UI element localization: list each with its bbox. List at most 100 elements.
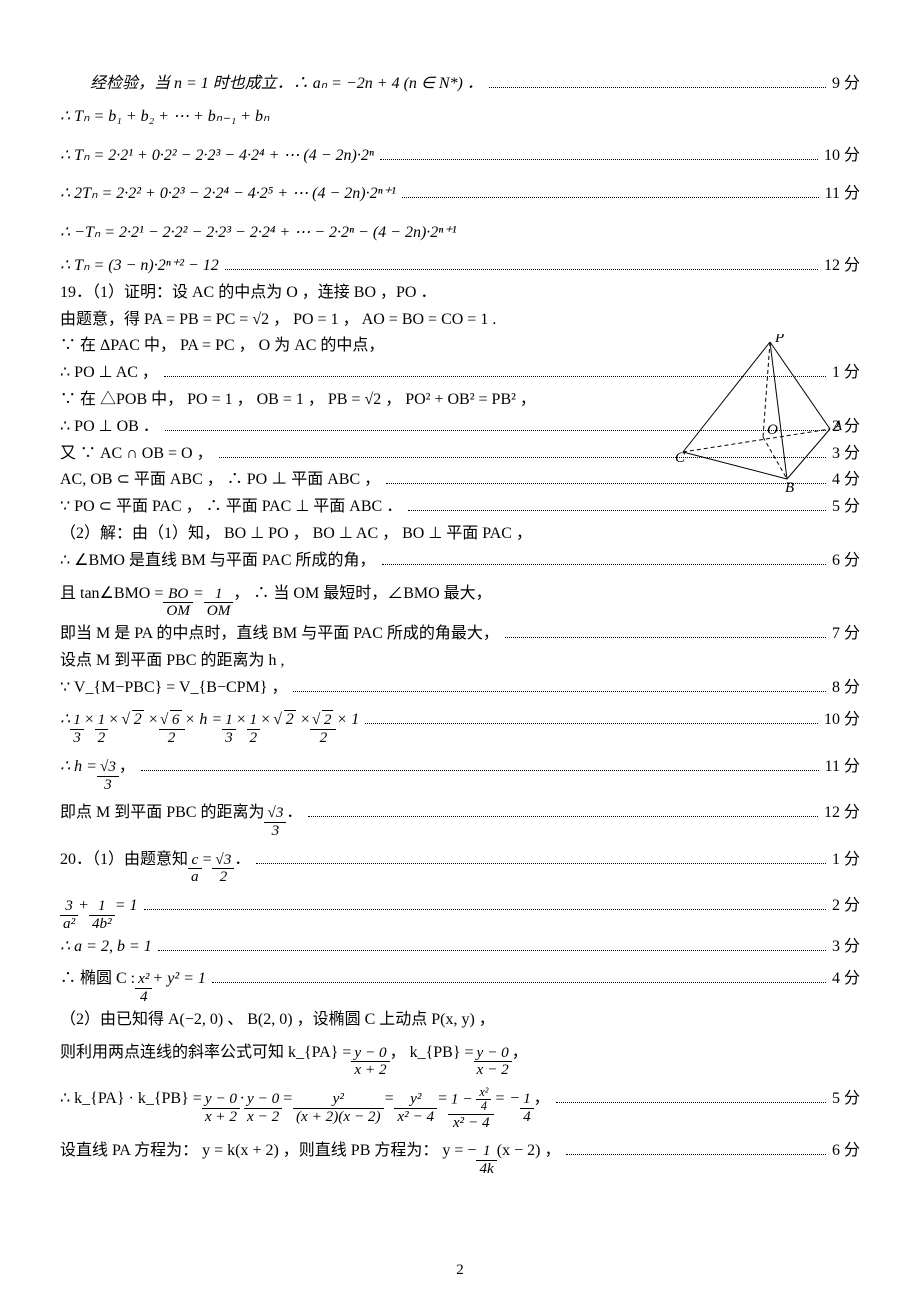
math-text: 经检验，当 n = 1 时也成立．∴ aₙ = −2n + 4 (n ∈ N*)… (90, 72, 483, 97)
proof-line: 19．（1）证明：设 AC 的中点为 O ，连接 BO ，PO ． (60, 281, 860, 306)
proof-line: 则利用两点连线的斜率公式可知 k_{PA} = y − 0x + 2 ， k_{… (60, 1035, 860, 1079)
math-text: ∴ (60, 702, 70, 737)
score: 7 分 (832, 622, 860, 647)
proof-line: ∴ Tₙ = b₁ + b₂ + ⋯ + bₙ₋₁ + bₙ (60, 99, 860, 136)
math-text: 则利用两点连线的斜率公式可知 k_{PA} = (60, 1035, 351, 1070)
math-text: AC, OB ⊂ 平面 ABC ， ∴ PO ⊥ 平面 ABC ， (60, 468, 380, 493)
leader-dots (212, 970, 826, 984)
math-text: （2）由已知得 A(−2, 0) 、 B(2, 0) ，设椭圆 C 上动点 P(… (60, 1008, 495, 1033)
leader-dots (219, 444, 826, 458)
complex-fraction: 1 − x²4 x² − 4 (448, 1086, 495, 1132)
proof-line: ∵ 在 ΔPAC 中， PA = PC ， O 为 AC 的中点， (60, 334, 860, 359)
page: P A B C O 经检验，当 n = 1 时也成立．∴ aₙ = −2n + … (0, 0, 920, 1302)
math-text: ∴ h = (60, 749, 97, 784)
fraction: y − 0x + 2 (351, 1045, 389, 1079)
proof-line: ∴ a = 2, b = 1 3 分 (60, 935, 860, 960)
math-text: 即点 M 到平面 PBC 的距离为 (60, 795, 264, 830)
proof-line: 又 ∵ AC ∩ OB = O ， 3 分 (60, 442, 860, 467)
math-text: = (384, 1081, 395, 1116)
leader-dots (380, 146, 818, 160)
math-text: 由题意，得 PA = PB = PC = √2 ， PO = 1 ， AO = … (60, 308, 496, 333)
fraction: y²(x + 2)(x − 2) (293, 1091, 384, 1125)
proof-line: （2）由已知得 A(−2, 0) 、 B(2, 0) ，设椭圆 C 上动点 P(… (60, 1008, 860, 1033)
math-text: （2）解：由（1）知， BO ⊥ PO ， BO ⊥ AC ， BO ⊥ 平面 … (60, 522, 532, 547)
score: 1 分 (832, 842, 860, 877)
fraction: √32 (212, 852, 234, 886)
score: 10 分 (824, 702, 860, 737)
proof-line: AC, OB ⊂ 平面 ABC ， ∴ PO ⊥ 平面 ABC ， 4 分 (60, 468, 860, 493)
proof-line: 3a² + 14b² = 1 2 分 (60, 888, 860, 932)
fraction: y − 0x − 2 (244, 1091, 282, 1125)
proof-line: ∴ 2Tₙ = 2·2² + 0·2³ − 2·2⁴ − 4·2⁵ + ⋯ (4… (60, 176, 860, 213)
math-text: ∴ 2Tₙ = 2·2² + 0·2³ − 2·2⁴ − 4·2⁵ + ⋯ (4… (60, 176, 396, 213)
score: 6 分 (832, 549, 860, 574)
math-text: = (437, 1081, 448, 1116)
score: 3 分 (832, 935, 860, 960)
math-text: ∴ Tₙ = b₁ + b₂ + ⋯ + bₙ₋₁ + bₙ (60, 99, 269, 136)
leader-dots (365, 711, 818, 725)
leader-dots (402, 185, 819, 199)
score: 5 分 (832, 495, 860, 520)
proof-line: ∴ PO ⊥ OB ． 2 分 (60, 415, 860, 440)
leader-dots (293, 678, 826, 692)
score: 5 分 (832, 1081, 860, 1116)
leader-dots (556, 1089, 826, 1103)
score: 1 分 (832, 361, 860, 386)
math-text: + y² = 1 (152, 961, 206, 996)
leader-dots (505, 624, 826, 638)
fraction: BOOM (163, 586, 193, 620)
fraction: 1OM (204, 586, 234, 620)
leader-dots (308, 803, 818, 817)
proof-line: 经检验，当 n = 1 时也成立．∴ aₙ = −2n + 4 (n ∈ N*)… (60, 72, 860, 97)
proof-line: ∴ Tₙ = (3 − n)·2ⁿ⁺² − 12 12 分 (60, 254, 860, 279)
math-text: ， (534, 1081, 550, 1116)
proof-line: 即当 M 是 PA 的中点时，直线 BM 与平面 PAC 所成的角最大， 7 分 (60, 622, 860, 647)
proof-line: ∵ 在 △POB 中， PO = 1 ， OB = 1 ， PB = √2 ， … (60, 388, 860, 413)
math-text: ∵ 在 ΔPAC 中， PA = PC ， O 为 AC 的中点， (60, 334, 384, 359)
math-text: ∵ V_{M−PBC} = V_{B−CPM} ， (60, 676, 287, 701)
score: 4 分 (832, 468, 860, 493)
proof-line: ∴ Tₙ = 2·2¹ + 0·2² − 2·2³ − 4·2⁴ + ⋯ (4 … (60, 138, 860, 175)
math-text: = 1 (115, 888, 138, 923)
math-text: ， ∴ 当 OM 最短时，∠BMO 最大， (233, 576, 491, 611)
leader-dots (408, 497, 826, 511)
math-text: 又 ∵ AC ∩ OB = O ， (60, 442, 213, 467)
score: 11 分 (825, 176, 860, 213)
fraction: √33 (97, 759, 119, 793)
math-text: ∵ PO ⊂ 平面 PAC ， ∴ 平面 PAC ⊥ 平面 ABC ． (60, 495, 402, 520)
math-text: ∴ Tₙ = 2·2¹ + 0·2² − 2·2³ − 4·2⁴ + ⋯ (4 … (60, 138, 374, 175)
fraction: y − 0x − 2 (474, 1045, 512, 1079)
leader-dots (382, 551, 826, 565)
proof-line: 即点 M 到平面 PBC 的距离为 √33 ． 12 分 (60, 795, 860, 839)
fraction: ca (188, 852, 202, 886)
fraction: y − 0x + 2 (202, 1091, 240, 1125)
leader-dots (256, 850, 826, 864)
proof-line: 设点 M 到平面 PBC 的距离为 h , (60, 649, 860, 674)
fraction: 3a² (60, 898, 78, 932)
leader-dots (158, 937, 826, 951)
fraction: 13 (70, 712, 84, 746)
score: 11 分 (825, 749, 860, 784)
leader-dots (386, 471, 826, 485)
proof-line: ∴ PO ⊥ AC ， 1 分 (60, 361, 860, 386)
fraction: y²x² − 4 (394, 1091, 437, 1125)
fraction: x²4 (135, 971, 152, 1005)
math-text: ∵ 在 △POB 中， PO = 1 ， OB = 1 ， PB = √2 ， … (60, 388, 536, 413)
proof-line: 20．（1）由题意知 ca = √32 ． 1 分 (60, 842, 860, 886)
leader-dots (225, 256, 818, 270)
math-text: ． (286, 795, 302, 830)
proof-line: ∴ 13 × 12 × 2 × 62 × h = 13 × 12 × 2 × 2… (60, 702, 860, 746)
leader-dots (144, 896, 826, 910)
math-text: + (78, 888, 89, 923)
math-text: ， k_{PB} = (390, 1035, 474, 1070)
fraction: 22 (310, 712, 336, 746)
score: 12 分 (824, 795, 860, 830)
math-text: ∴ 椭圆 C : (60, 961, 135, 996)
leader-dots (164, 363, 826, 377)
math-text: 20．（1）由题意知 (60, 842, 188, 877)
fraction: 14b² (89, 898, 115, 932)
proof-line: ∵ PO ⊂ 平面 PAC ， ∴ 平面 PAC ⊥ 平面 ABC ． 5 分 (60, 495, 860, 520)
math-text: 且 tan∠BMO = (60, 576, 163, 611)
math-text: ∴ a = 2, b = 1 (60, 935, 152, 960)
score: 2 分 (832, 415, 860, 440)
